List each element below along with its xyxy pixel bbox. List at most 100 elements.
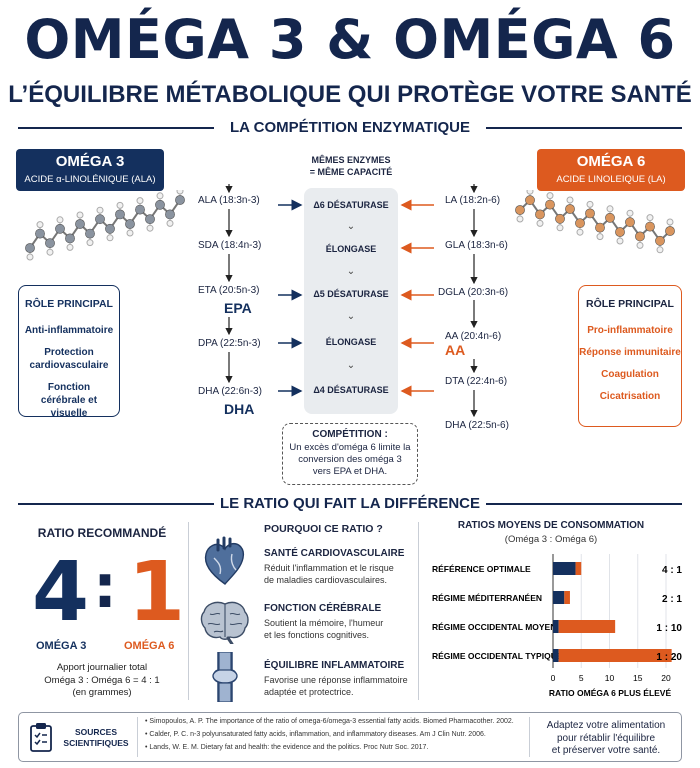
joint-icon	[212, 652, 238, 702]
omega6-role-item-1: Pro-inflammatoire	[587, 325, 673, 336]
why-item-title: SANTÉ CARDIOVASCULAIRE	[264, 548, 405, 559]
omega3-chain-dpa: DPA (22:5n-3)	[198, 338, 261, 349]
chart-subtitle: (Oméga 3 : Oméga 6)	[504, 534, 598, 545]
chart-value-label: 1 : 10	[656, 623, 682, 634]
omega3-role-box: RÔLE PRINCIPAL Anti-inflammatoire Protec…	[18, 285, 120, 419]
ratio-left-label: OMÉGA 3	[36, 640, 87, 652]
enzymes-heading-line1: MÊMES ENZYMES	[311, 155, 391, 165]
omega3-chain-eta: ETA (20:5n-3)	[198, 285, 260, 296]
omega3-role-title: RÔLE PRINCIPAL	[25, 298, 113, 310]
ratio-note-line2: Oméga 3 : Oméga 6 = 4 : 1	[44, 674, 160, 686]
why-item-title: ÉQUILIBRE INFLAMMATOIRE	[264, 660, 405, 671]
chart-tick-label: 15	[633, 673, 643, 683]
ratio-left-number: 4	[32, 545, 90, 640]
section-title-ratio: LE RATIO QUI FAIT LA DIFFÉRENCE	[0, 494, 700, 514]
why-item-line: adaptée et protectrice.	[264, 687, 354, 697]
chart-bar-omega6	[558, 620, 616, 633]
chart-tick-label: 10	[605, 673, 615, 683]
omega6-chain-dgla: DGLA (20:3n-6)	[438, 287, 509, 298]
omega6-role-item-2: Réponse immunitaire	[579, 347, 681, 358]
omega6-chain-gla: GLA (18:3n-6)	[445, 240, 508, 251]
chart-category-label: RÉGIME MÉDITERRANÉEN	[432, 593, 542, 603]
ratio-note-line1: Apport journalier total	[56, 662, 148, 673]
advice-text: Adaptez votre alimentation pour rétablir…	[533, 720, 679, 758]
omega3-box: OMÉGA 3 ACIDE α-LINOLÉNIQUE (ALA)	[16, 149, 164, 191]
ratio-colon: :	[93, 552, 117, 622]
panel-divider	[188, 522, 189, 700]
panel-divider	[418, 522, 419, 700]
omega6-title: OMÉGA 6	[576, 153, 646, 170]
sources-label: SOURCES SCIENTIFIQUES	[61, 727, 131, 749]
chart-value-label: 1 : 20	[656, 652, 682, 663]
ratio-note-line3: (en grammes)	[72, 687, 132, 698]
omega3-enzyme-arrows	[278, 199, 303, 397]
chart-bar-omega3	[553, 562, 576, 575]
section-title-ratio-text: LE RATIO QUI FAIT LA DIFFÉRENCE	[220, 495, 480, 512]
source-item: • Calder, P. C. n-3 polyunsaturated fatt…	[145, 731, 486, 738]
main-title: OMÉGA 3 & OMÉGA 6	[24, 8, 676, 71]
omega6-chain-aa: AA (20:4n-6)	[445, 331, 502, 342]
chevron-down-icon: ⌄	[346, 311, 356, 322]
advice-line: et préserver votre santé.	[551, 745, 661, 756]
why-item-line: Réduit l'inflammation et le risque	[264, 563, 394, 573]
chevron-down-icon: ⌄	[346, 266, 356, 277]
chart-x-label: RATIO OMÉGA 6 PLUS ÉLEVÉ	[549, 688, 672, 698]
enzyme-delta6: Δ6 DÉSATURASE	[313, 200, 389, 210]
omega3-role-item-2: Protection cardiovasculaire	[29, 347, 109, 371]
subtitle: L’ÉQUILIBRE MÉTABOLIQUE QUI PROTÈGE VOTR…	[8, 81, 692, 108]
sources-label-line: SCIENTIFIQUES	[63, 738, 129, 748]
chart-title: RATIOS MOYENS DE CONSOMMATION	[457, 520, 645, 531]
omega3-role-item-3: Fonction cérébrale et visuelle	[40, 382, 98, 419]
recommended-title: RATIO RECOMMANDÉ	[37, 526, 167, 540]
sources-list: • Simopoulos, A. P. The importance of th…	[145, 718, 514, 751]
competition-box: COMPÉTITION : Un excès d'oméga 6 limite …	[282, 423, 418, 485]
why-item-text: Favorise une réponse inflammatoire adapt…	[264, 674, 408, 698]
section-title-competition-text: LA COMPÉTITION ENZYMATIQUE	[230, 119, 470, 136]
omega3-molecule-icon	[25, 190, 185, 261]
section-title-competition: LA COMPÉTITION ENZYMATIQUE	[0, 118, 700, 138]
enzyme-elongase-2: ÉLONGASE	[325, 337, 377, 347]
ratio-bar-chart: 0 5 10 15 20 RÉFÉRENCE OPTIMALE 4 : 1 RÉGIME MÉ…	[432, 554, 682, 698]
omega6-role-box: RÔLE PRINCIPAL Pro-inflammatoire Réponse…	[578, 285, 682, 427]
sources-box: SOURCES SCIENTIFIQUES • Simopoulos, A. P…	[18, 712, 682, 762]
chart-bar-omega6	[558, 649, 672, 662]
sources-label-line: SOURCES	[74, 727, 118, 737]
omega6-molecule-icon	[515, 190, 675, 254]
ratio-note: Apport journalier total Oméga 3 : Oméga …	[18, 662, 186, 700]
why-title: POURQUOI CE RATIO ?	[264, 523, 383, 535]
source-item: • Simopoulos, A. P. The importance of th…	[145, 718, 514, 725]
omega6-role-title: RÔLE PRINCIPAL	[586, 298, 674, 310]
competition-title: COMPÉTITION :	[312, 429, 388, 440]
omega3-role-item-1: Anti-inflammatoire	[24, 325, 114, 336]
chart-bar-omega3	[553, 649, 559, 662]
chart-bar-omega6	[575, 562, 582, 575]
advice-line: Adaptez votre alimentation	[546, 720, 666, 731]
ratio-right-number: 1	[128, 545, 186, 640]
enzyme-delta5: Δ5 DÉSATURASE	[313, 289, 389, 299]
enzyme-elongase-1: ÉLONGASE	[325, 244, 377, 254]
chart-bar-omega3	[553, 591, 565, 604]
enzyme-delta4: Δ4 DÉSATURASE	[313, 385, 389, 395]
chart-category-label: RÉFÉRENCE OPTIMALE	[432, 564, 531, 574]
omega6-chain-la: LA (18:2n-6)	[445, 195, 501, 206]
why-item-line: Soutient la mémoire, l'humeur	[264, 618, 384, 628]
omega6-chain-dta: DTA (22:4n-6)	[445, 376, 508, 387]
omega3-chain-dha: DHA (22:6n-3)	[198, 386, 262, 397]
chart-bar-omega6	[564, 591, 570, 604]
heart-icon	[204, 536, 245, 585]
why-item-line: et les fonctions cognitives.	[264, 630, 370, 640]
chart-tick-label: 20	[661, 673, 671, 683]
enzyme-column: Δ6 DÉSATURASE ⌄ ÉLONGASE ⌄ Δ5 DÉSATURASE…	[304, 188, 398, 414]
why-item-title: FONCTION CÉRÉBRALE	[264, 603, 382, 614]
ratio-right-label: OMÉGA 6	[124, 640, 175, 652]
omega3-highlight-epa: EPA	[224, 300, 252, 316]
omega6-highlight-aa: AA	[445, 342, 466, 358]
chevron-down-icon: ⌄	[346, 221, 356, 232]
omega6-role-item-3: Coagulation	[601, 369, 659, 380]
omega3-chain-sda: SDA (18:4n-3)	[198, 240, 262, 251]
omega6-chain-dha: DHA (22:5n-6)	[445, 420, 509, 431]
why-item-text: Réduit l'inflammation et le risque de ma…	[264, 562, 394, 586]
chart-bar-omega3	[553, 620, 559, 633]
competition-text: Un excès d'oméga 6 limite la conversion …	[289, 442, 411, 477]
chart-value-label: 4 : 1	[662, 565, 682, 576]
